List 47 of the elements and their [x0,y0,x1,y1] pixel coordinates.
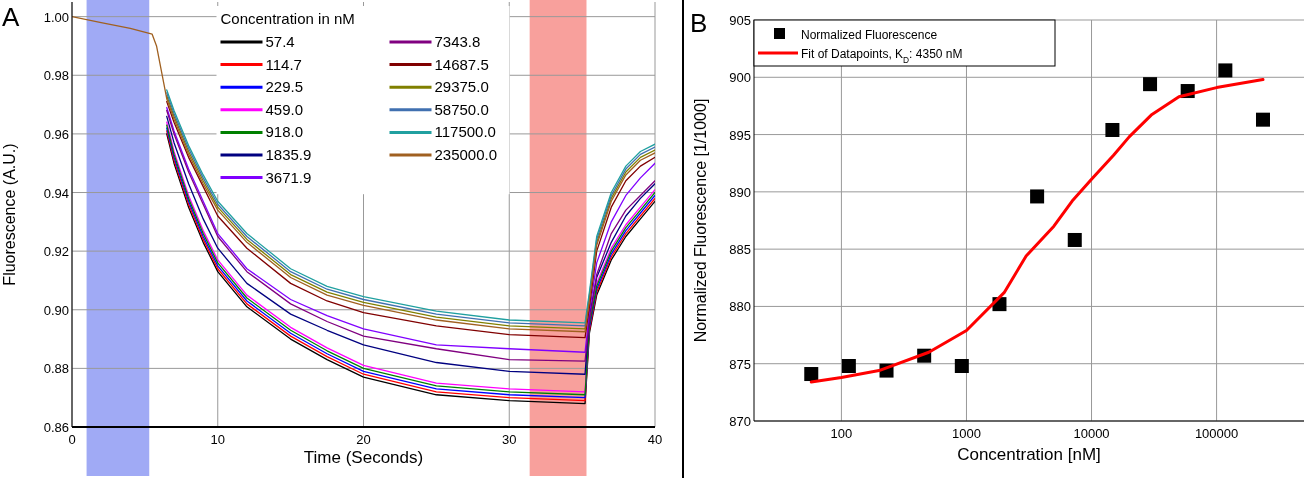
x-tick-label: 100000 [1194,426,1239,441]
legend-label: 229.5 [265,78,304,96]
y-tick-label: 0.94 [43,185,69,201]
y-tick-label: 1.00 [43,9,69,25]
legend-label: 1835.9 [265,146,312,163]
legend-label: 3671.9 [265,168,312,186]
legend-label: 117500.0 [434,123,496,141]
legend-title: Concentration in nM [220,10,355,27]
legend-label: 235000.0 [434,146,498,163]
legend-label: 459.0 [265,100,304,118]
x-tick-label: 20 [356,432,371,447]
x-tick-label: 30 [502,432,517,447]
x-axis-title: Time (Seconds) [303,448,424,467]
x-tick-label: 0 [68,432,76,447]
legend-label: 114.7 [265,55,302,73]
legend-label: Normalized Fluorescence [801,28,938,42]
text: A [2,2,20,32]
y-tick-label: 875 [729,356,751,372]
y-tick-label: 0.92 [43,244,69,260]
x-tick-label: 10000 [1073,426,1110,441]
legend-label: 29375.0 [434,78,489,96]
text: B [690,8,708,38]
x-tick-label: 10 [210,432,225,447]
y-axis-title: Fluorescence (A.U.) [1,143,18,286]
y-tick-label: 880 [729,299,751,315]
x-tick-label: 100 [830,426,853,441]
x-tick-label: 1000 [952,426,981,441]
x-tick-label: 40 [647,432,663,447]
y-tick-label: 900 [729,70,751,86]
y-tick-label: 0.90 [43,302,69,318]
legend-label: 58750.0 [434,100,489,118]
legend-label: 7343.8 [434,33,481,50]
legend-label: Fit of Datapoints, K$_{D}$: 4350 nM [801,47,963,65]
y-tick-label: 885 [729,242,751,258]
y-tick-label: 870 [729,414,751,429]
legend-label: 14687.5 [434,55,489,73]
x-axis-title: Concentration [nM] [957,445,1101,464]
y-tick-label: 0.86 [43,420,69,435]
y-axis-title: Normalized Fluorescence [1/1000] [692,98,709,343]
y-tick-label: 0.98 [43,68,69,84]
legend-label: 57.4 [265,33,295,50]
legend-label: 918.0 [265,123,304,141]
y-tick-label: 905 [729,13,751,28]
y-tick-label: 0.96 [43,126,69,142]
y-tick-label: 895 [729,127,751,143]
y-tick-label: 0.88 [43,361,69,377]
y-tick-label: 890 [729,184,751,200]
